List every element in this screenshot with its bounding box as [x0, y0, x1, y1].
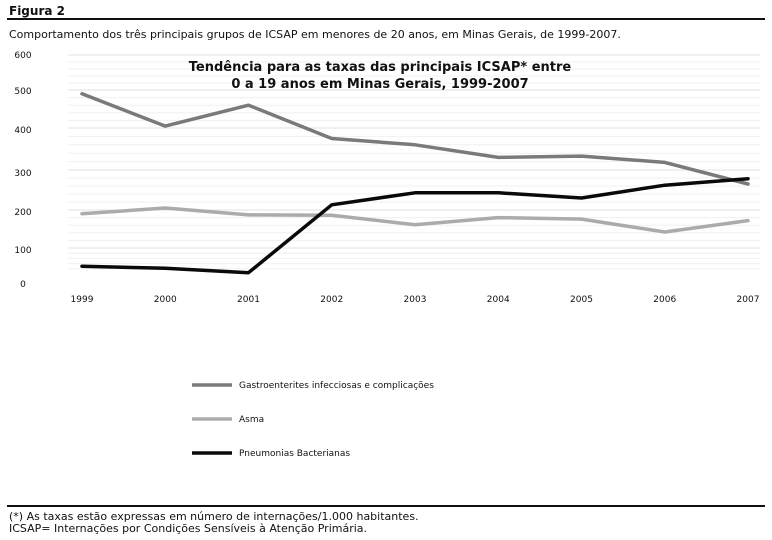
x-tick-label: 2003 [404, 295, 427, 305]
y-axis-ticks: 0 100 200 300 400 500 600 [14, 51, 31, 290]
y-tick-label: 100 [14, 246, 31, 256]
figure-caption: Comportamento dos três principais grupos… [9, 28, 621, 41]
x-tick-label: 2007 [737, 295, 760, 305]
chart-title-line-1: Tendência para as taxas das principais I… [189, 60, 572, 75]
series-line-3 [80, 177, 750, 275]
x-tick-label: 2004 [487, 295, 510, 305]
legend-label: Gastroenterites infecciosas e complicaçõ… [239, 381, 434, 391]
y-tick-label: 400 [14, 126, 31, 136]
x-tick-label: 2001 [237, 295, 260, 305]
bottom-rule [7, 505, 765, 507]
legend: Gastroenterites infecciosas e complicaçõ… [192, 381, 434, 459]
x-axis-ticks: 1999 2000 2001 2002 2003 2004 2005 2006 2007 [71, 295, 760, 305]
legend-label: Pneumonias Bacterianas [239, 449, 350, 459]
y-tick-label: 300 [14, 169, 31, 179]
legend-label: Asma [239, 415, 264, 425]
y-tick-label: 600 [14, 51, 31, 61]
figure-label: Figura 2 [9, 4, 65, 18]
x-tick-label: 1999 [71, 295, 94, 305]
series-line-1 [80, 92, 750, 186]
series-line-2 [80, 206, 750, 234]
top-rule [7, 18, 765, 20]
x-tick-label: 2000 [154, 295, 177, 305]
y-tick-label: 0 [20, 280, 26, 290]
y-tick-label: 500 [14, 87, 31, 97]
x-tick-label: 2002 [320, 295, 343, 305]
series-lines [80, 92, 750, 275]
footnote-rates: (*) As taxas estão expressas em número d… [9, 510, 419, 523]
footnote-icsap: ICSAP= Internações por Condições Sensíve… [9, 522, 368, 535]
y-tick-label: 200 [14, 208, 31, 218]
x-tick-label: 2006 [653, 295, 676, 305]
x-tick-label: 2005 [570, 295, 593, 305]
chart-title-line-2: 0 a 19 anos em Minas Gerais, 1999-2007 [231, 77, 528, 92]
